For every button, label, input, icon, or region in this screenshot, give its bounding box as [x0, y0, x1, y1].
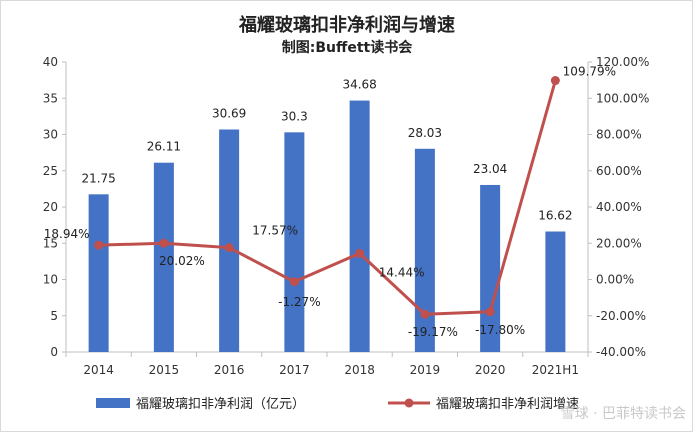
- growth-line: [98, 80, 557, 316]
- y-left-tick-label: 25: [43, 164, 58, 178]
- axes: 0 5 10 15 20 25 30 35 40 -40.00% -20.00% 0.00% 20.00…: [43, 55, 650, 377]
- x-tick-label: 2020: [475, 363, 506, 377]
- bar: [88, 194, 109, 352]
- growth-point: [94, 240, 104, 250]
- growth-point: [159, 238, 169, 248]
- growth-value-label: 18.94%: [44, 227, 90, 241]
- line-labels: 18.94% 20.02% 17.57% -1.27% 14.44% -19.17% -17…: [44, 65, 616, 340]
- legend: 福耀玻璃扣非净利润（亿元） 福耀玻璃扣非净利润增速: [96, 397, 579, 412]
- y-left-tick-label: 0: [50, 345, 58, 359]
- y-left-tick-label: 30: [43, 128, 58, 142]
- growth-value-label: -1.27%: [278, 295, 320, 309]
- growth-point: [420, 309, 430, 319]
- y-right-tick-label: 60.00%: [596, 164, 642, 178]
- growth-value-label: 14.44%: [379, 265, 425, 279]
- y-left-tick-label: 10: [43, 273, 58, 287]
- watermark-text: 雪球 · 巴菲特读书会: [561, 405, 686, 422]
- y-right-tick-label: 80.00%: [596, 128, 642, 142]
- bar-value-label: 30.69: [212, 106, 246, 120]
- x-tick-label: 2017: [279, 363, 310, 377]
- chart-title: 福耀玻璃扣非净利润与增速: [238, 14, 455, 36]
- legend-line-label: 福耀玻璃扣非净利润增速: [436, 397, 579, 412]
- bar-value-label: 23.04: [473, 162, 507, 176]
- bar-value-label: 30.3: [281, 109, 308, 123]
- bar-value-label: 21.75: [81, 171, 115, 185]
- x-tick-label: 2014: [83, 363, 114, 377]
- legend-bar-label: 福耀玻璃扣非净利润（亿元）: [136, 397, 305, 412]
- bar: [284, 132, 305, 352]
- y-left-tick-label: 20: [43, 200, 58, 214]
- bar-labels: 21.75 26.11 30.69 30.3 34.68 28.03 23.04 16.62: [81, 78, 572, 223]
- x-tick-label: 2019: [410, 363, 441, 377]
- bar-value-label: 26.11: [147, 140, 181, 154]
- growth-point: [224, 243, 234, 253]
- y-left-tick-label: 40: [43, 55, 58, 69]
- y-right-tick-label: -40.00%: [596, 345, 646, 359]
- y-right-tick-label: 100.00%: [596, 91, 649, 105]
- bar-value-label: 34.68: [342, 78, 376, 92]
- growth-value-label: 109.79%: [563, 65, 616, 79]
- y-right-tick-label: 120.00%: [596, 55, 649, 69]
- growth-value-label: -17.80%: [475, 323, 525, 337]
- line-series: [94, 76, 560, 319]
- bar-value-label: 16.62: [538, 209, 572, 223]
- x-tick-label: 2015: [149, 363, 180, 377]
- x-tick-label: 2021H1: [532, 363, 579, 377]
- y-right-tick-label: 40.00%: [596, 200, 642, 214]
- y-left-tick-label: 15: [43, 236, 58, 250]
- growth-point: [550, 76, 560, 86]
- bar-value-label: 28.03: [408, 126, 442, 140]
- bar: [349, 100, 370, 352]
- bar: [480, 184, 501, 352]
- bar-series: [88, 100, 566, 352]
- bar: [545, 231, 566, 352]
- bar: [414, 148, 435, 352]
- y-left-tick-label: 35: [43, 91, 58, 105]
- growth-point: [485, 307, 495, 317]
- y-right-tick-label: 20.00%: [596, 236, 642, 250]
- bar: [153, 162, 174, 352]
- chart-subtitle: 制图:Buffett读书会: [282, 39, 413, 56]
- growth-value-label: 17.57%: [252, 224, 298, 238]
- bar: [219, 129, 240, 352]
- x-tick-label: 2018: [344, 363, 375, 377]
- growth-value-label: -19.17%: [408, 325, 458, 339]
- y-right-tick-label: -20.00%: [596, 309, 646, 323]
- legend-bar-swatch: [96, 398, 130, 408]
- y-right-tick-label: 0.00%: [596, 273, 634, 287]
- growth-point: [289, 277, 299, 287]
- growth-value-label: 20.02%: [159, 254, 205, 268]
- legend-line-marker: [404, 398, 414, 408]
- y-left-tick-label: 5: [50, 309, 58, 323]
- growth-point: [355, 248, 365, 258]
- x-tick-label: 2016: [214, 363, 245, 377]
